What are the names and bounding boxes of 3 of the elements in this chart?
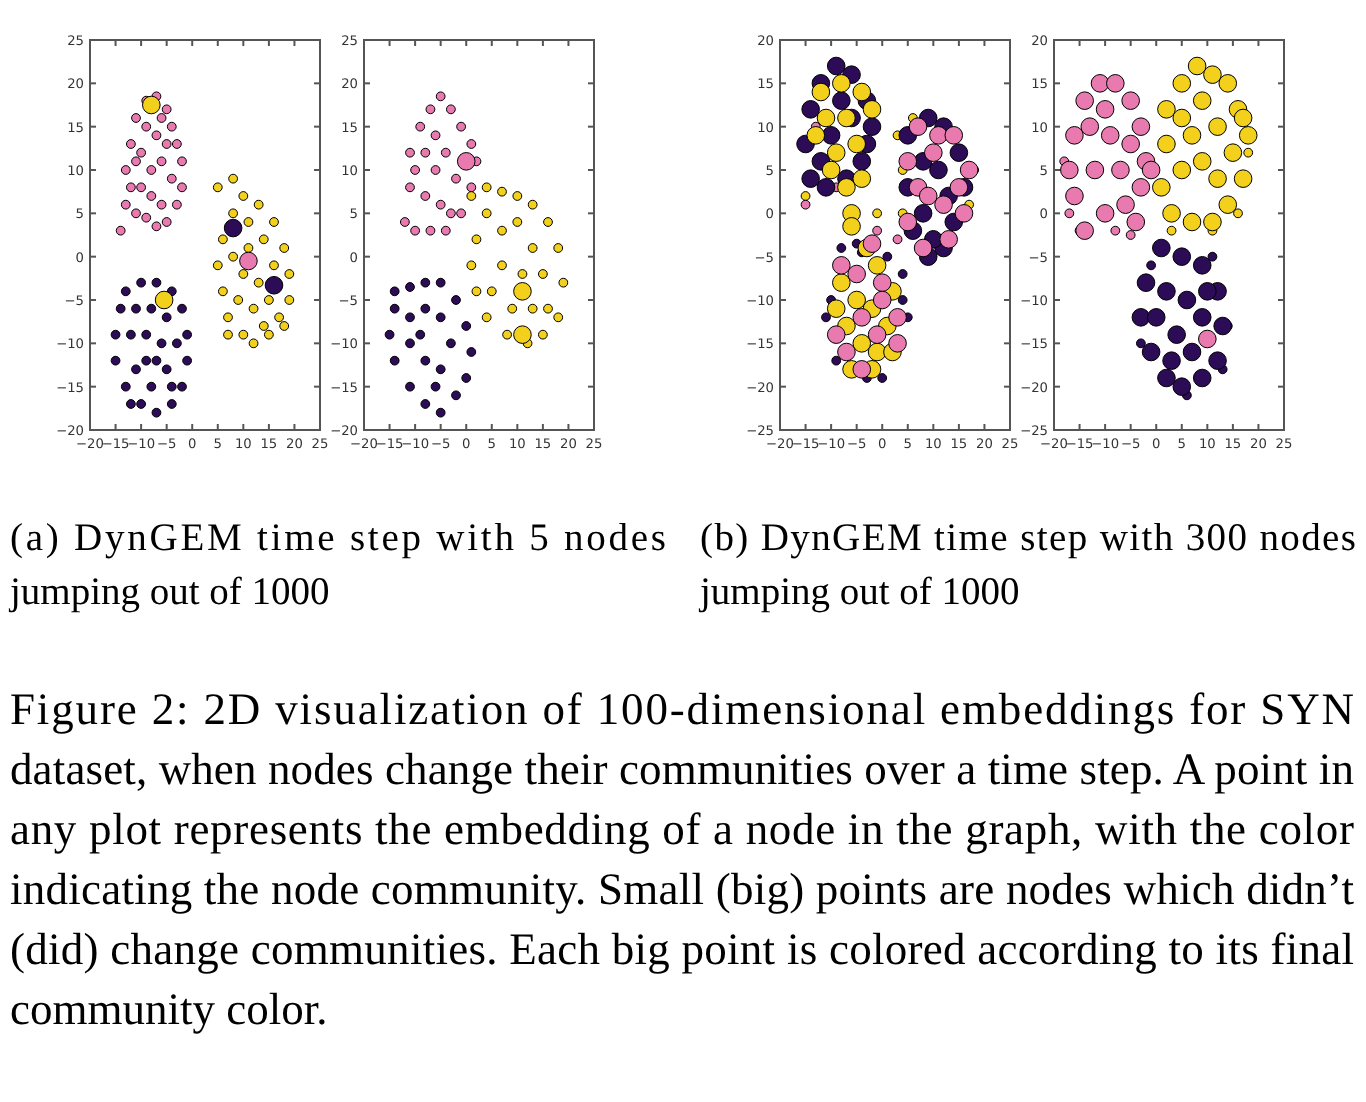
text: (b) DynGEM time step with 300 nodes jumping out of 1000: [698, 518, 1356, 614]
text: (a) DynGEM time step with 5 nodes jumping out of 1000: [8, 518, 666, 614]
caption: Figure 2: 2D visualization of 100-dimensional embeddings for SYN dataset, when nodes change their communities over a time step. A point in any plot represents the embedding of a node in the graph, with the color indicating the node community. Small (big) points are nodes which didn’t (did) change communities. Each big point is colored according to its final community color.: [10, 684, 1356, 1034]
